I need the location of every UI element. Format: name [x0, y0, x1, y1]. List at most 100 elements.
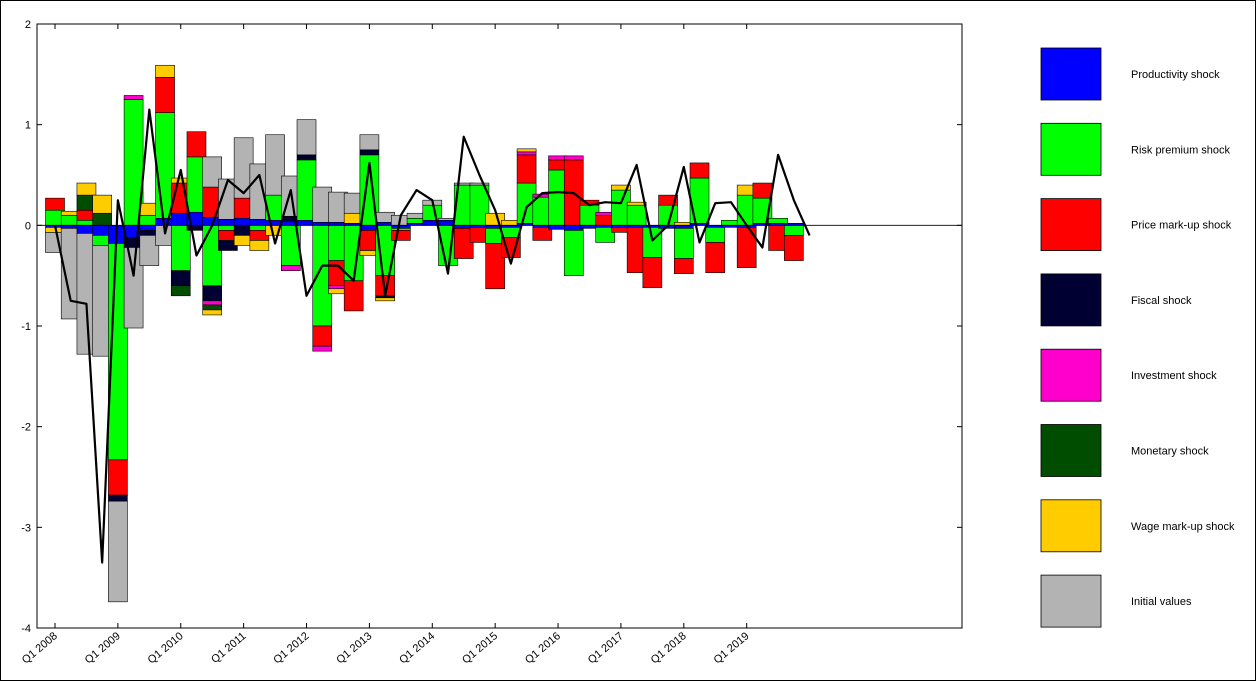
legend-swatch	[1040, 122, 1102, 176]
legend-label: Risk premium shock	[1131, 144, 1231, 156]
bar-segment	[642, 257, 663, 289]
bar-segment	[296, 119, 317, 156]
bar-segment	[108, 459, 128, 496]
bar-segment	[249, 240, 270, 251]
bar-segment	[92, 212, 112, 226]
bar-segment	[673, 228, 694, 259]
bar-segment	[516, 148, 537, 153]
bar-segment	[563, 155, 584, 161]
bar-segment	[469, 182, 490, 186]
x-tick-label: Q1 2017	[586, 630, 626, 666]
legend-swatch	[1040, 273, 1102, 327]
bar-segment	[516, 151, 537, 156]
legend-label: Initial values	[1131, 596, 1192, 608]
x-tick-label: Q1 2019	[712, 630, 752, 666]
bar-segment	[123, 95, 144, 100]
bar-segment	[705, 242, 726, 273]
bar-segment	[391, 225, 411, 229]
legend-swatch	[1040, 348, 1102, 402]
bar-segment	[312, 325, 333, 347]
legend-swatch	[1040, 198, 1102, 252]
bar-segment	[516, 154, 537, 184]
bar-segment	[673, 225, 694, 229]
x-tick-label: Q1 2014	[397, 630, 437, 666]
x-tick-label: Q1 2010	[146, 630, 186, 666]
x-tick-label: Q1 2011	[209, 630, 248, 666]
bar-segment	[312, 345, 333, 352]
legend-swatch	[1040, 574, 1102, 628]
bar-segment	[485, 243, 505, 290]
bar-segment	[202, 309, 222, 316]
bar-segment	[626, 204, 647, 226]
legend-label: Investment shock	[1131, 370, 1217, 382]
bar-segment	[595, 227, 616, 243]
bar-segment	[92, 194, 112, 214]
legend-swatch	[1040, 499, 1102, 553]
legend-swatch	[1040, 47, 1102, 101]
bar-segment	[375, 297, 395, 302]
bar-segment	[155, 77, 175, 113]
bar-segment	[108, 500, 128, 603]
plot-area	[36, 23, 963, 629]
x-tick-label: Q1 2009	[83, 630, 123, 666]
bar-segment	[736, 227, 757, 268]
bars-layer	[45, 64, 804, 603]
total-line	[53, 108, 811, 564]
bar-segment	[186, 131, 207, 158]
bar-segment	[123, 247, 144, 329]
bar-segment	[642, 227, 663, 258]
x-tick-label: Q1 2016	[523, 630, 563, 666]
y-tick-label: -4	[21, 623, 31, 635]
legend-label: Fiscal shock	[1131, 295, 1192, 307]
bar-segment	[265, 134, 285, 196]
bar-segment	[784, 235, 804, 261]
bar-segment	[532, 227, 553, 241]
bar-segment	[45, 197, 65, 211]
bar-segment	[563, 230, 584, 276]
bar-segment	[391, 230, 411, 241]
bar-segment	[453, 228, 474, 259]
legend: Productivity shock Risk premium shock Pric…	[1040, 47, 1235, 628]
bar-segment	[752, 182, 773, 199]
bar-segment	[202, 156, 222, 188]
y-tick-label: 1	[25, 120, 31, 132]
bar-segment	[202, 285, 222, 302]
bar-segment	[673, 258, 694, 274]
y-axis: 2 1 0 -1 -2 -3 -4	[21, 19, 962, 635]
x-tick-label: Q1 2015	[460, 630, 500, 666]
bar-segment	[768, 217, 788, 224]
bar-segment	[155, 64, 175, 78]
bar-segment	[139, 235, 160, 266]
bar-segment	[296, 154, 317, 161]
y-tick-label: -1	[21, 321, 31, 333]
bar-segment	[658, 194, 678, 206]
bar-segment	[611, 184, 631, 191]
bar-segment	[170, 285, 191, 297]
bar-segment	[170, 225, 191, 271]
bar-segment	[359, 134, 380, 151]
legend-label: Price mark-up shock	[1131, 220, 1232, 232]
y-tick-label: 0	[25, 220, 31, 232]
bar-segment	[202, 300, 222, 306]
bar-segment	[391, 228, 411, 231]
bar-segment	[626, 201, 647, 206]
y-tick-label: -2	[21, 422, 31, 434]
x-tick-label: Q1 2013	[334, 630, 374, 666]
x-tick-label: Q1 2008	[20, 630, 60, 666]
bar-segment	[689, 162, 710, 179]
bar-segment	[689, 177, 710, 224]
legend-label: Productivity shock	[1131, 69, 1220, 81]
bar-segment	[343, 280, 364, 312]
legend-swatch	[1040, 424, 1102, 477]
bar-segment	[501, 237, 521, 258]
y-tick-label: 2	[25, 19, 31, 31]
bar-segment	[76, 182, 97, 196]
bar-segment	[784, 225, 804, 236]
total-line-layer	[53, 108, 811, 564]
bar-segment	[705, 227, 726, 243]
x-tick-label: Q1 2012	[271, 630, 311, 666]
bar-segment	[170, 270, 191, 287]
legend-label: Monetary shock	[1131, 446, 1209, 458]
bar-segment	[202, 304, 222, 311]
